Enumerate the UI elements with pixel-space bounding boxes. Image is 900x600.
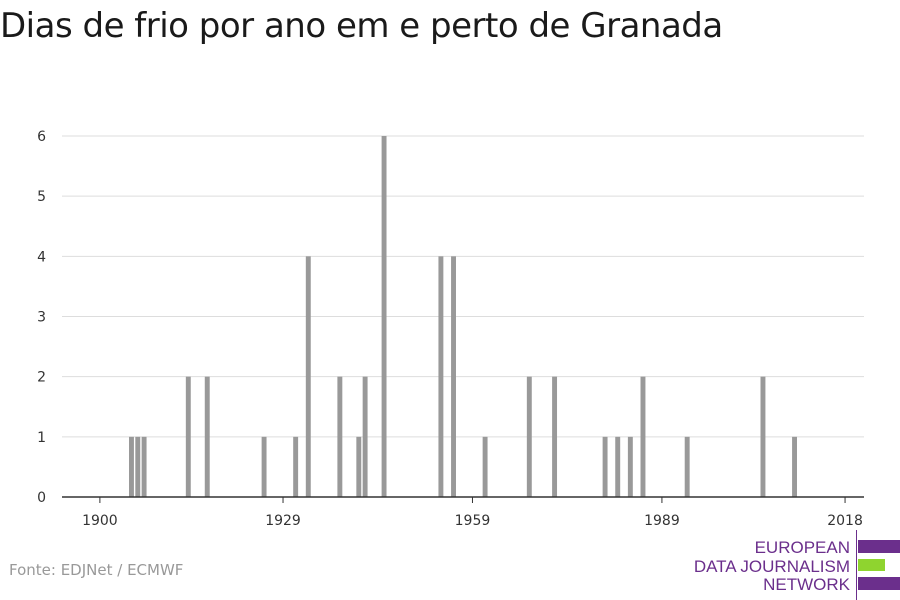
bar bbox=[204, 376, 210, 497]
bar bbox=[451, 256, 456, 497]
bar bbox=[141, 436, 147, 497]
bar bbox=[185, 376, 191, 497]
y-tick-label: 4 bbox=[37, 249, 46, 265]
y-tick-label: 0 bbox=[37, 490, 46, 506]
bar bbox=[792, 436, 797, 497]
bar bbox=[293, 436, 299, 497]
source-note: Fonte: EDJNet / ECMWF bbox=[9, 561, 184, 579]
bar bbox=[627, 436, 633, 497]
x-tick-label: 1989 bbox=[644, 513, 680, 529]
bar bbox=[602, 436, 608, 497]
bar bbox=[684, 436, 690, 497]
bar bbox=[129, 436, 134, 497]
logo-divider bbox=[856, 530, 857, 600]
bar bbox=[438, 256, 444, 497]
y-tick-label: 2 bbox=[37, 370, 46, 386]
bar bbox=[482, 436, 488, 497]
bars bbox=[129, 136, 797, 497]
edjnet-logo: EUROPEAN DATA JOURNALISM NETWORK bbox=[690, 530, 900, 600]
y-tick-label: 5 bbox=[37, 189, 46, 205]
x-tick-label: 2018 bbox=[827, 513, 863, 529]
bar bbox=[526, 376, 532, 497]
x-tick-labels: 1900 1929 1959 1989 2018 bbox=[82, 513, 863, 529]
y-tick-label: 1 bbox=[37, 430, 46, 446]
logo-line-1: EUROPEAN bbox=[754, 538, 850, 557]
bar bbox=[615, 436, 621, 497]
bar bbox=[356, 436, 362, 497]
logo-bar-top bbox=[858, 540, 900, 553]
y-tick-label: 6 bbox=[37, 129, 46, 145]
x-tick-label: 1929 bbox=[265, 513, 301, 529]
logo-bar-middle bbox=[858, 559, 885, 571]
axes bbox=[62, 496, 864, 503]
bar bbox=[337, 376, 343, 497]
logo-bar-bottom bbox=[858, 577, 900, 590]
bar bbox=[362, 376, 368, 497]
bar bbox=[305, 256, 311, 497]
bar bbox=[261, 436, 267, 497]
bar bbox=[135, 436, 141, 497]
bar bbox=[760, 376, 766, 497]
x-tick-label: 1959 bbox=[455, 513, 491, 529]
x-tick-label: 1900 bbox=[82, 513, 118, 529]
bar bbox=[552, 376, 558, 497]
y-tick-labels: 0 1 2 3 4 5 6 bbox=[37, 129, 46, 506]
chart-title: Dias de frio por ano em e perto de Grana… bbox=[0, 6, 723, 46]
logo-line-3: NETWORK bbox=[763, 575, 850, 594]
bar bbox=[381, 136, 387, 497]
logo-line-2: DATA JOURNALISM bbox=[693, 557, 850, 576]
bar bbox=[640, 376, 646, 497]
grid-lines bbox=[62, 135, 864, 438]
y-tick-label: 3 bbox=[37, 310, 46, 326]
